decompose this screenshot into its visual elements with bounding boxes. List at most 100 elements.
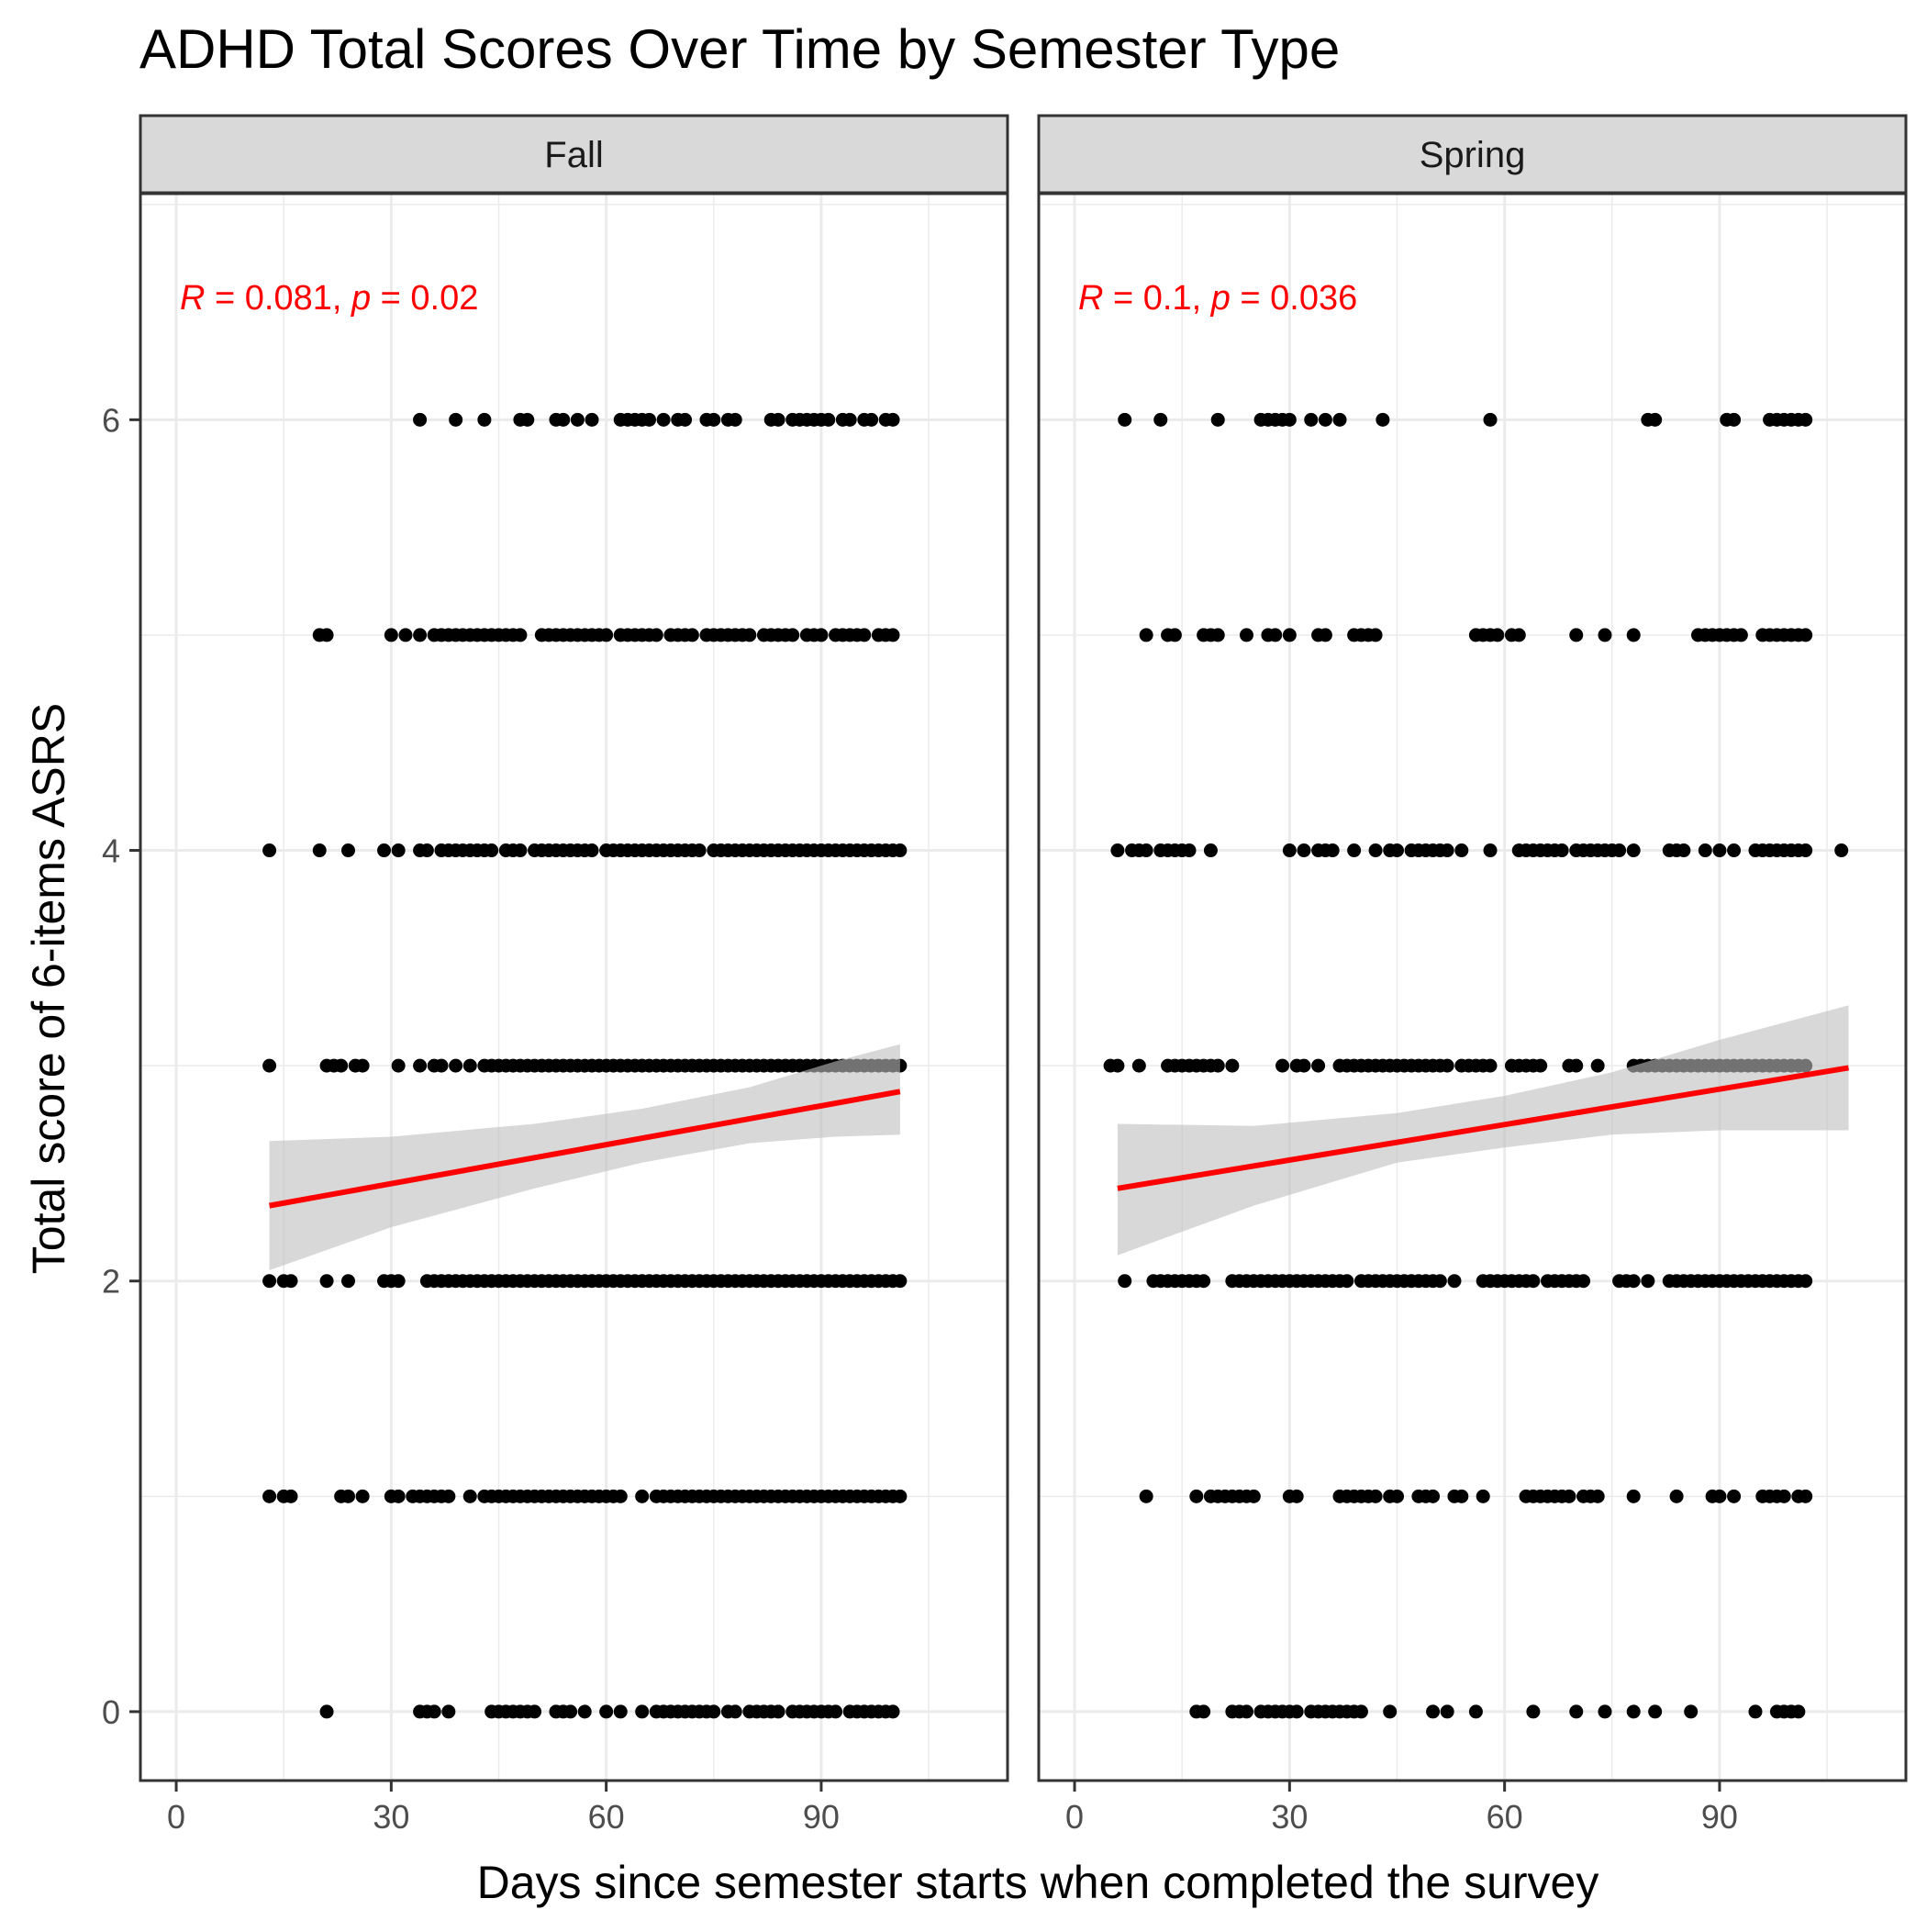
x-tick-label: 0 (167, 1798, 185, 1836)
scatter-point (284, 1274, 298, 1289)
scatter-point (1727, 412, 1742, 427)
scatter-point (1289, 1704, 1304, 1719)
scatter-point (1483, 843, 1498, 858)
scatter-point (635, 1489, 650, 1503)
scatter-point (893, 843, 908, 858)
scatter-point (1311, 1058, 1326, 1073)
scatter-point (1282, 843, 1297, 858)
scatter-point (1440, 1704, 1454, 1719)
scatter-point (413, 628, 428, 642)
scatter-point (262, 843, 277, 858)
scatter-point (1626, 843, 1641, 858)
scatter-point (528, 1704, 542, 1719)
scatter-point (1454, 1489, 1469, 1503)
scatter-point (685, 628, 699, 642)
scatter-point (1791, 1704, 1806, 1719)
facet-panel-fall: Fall R = 0.081, p = 0.02 0 30 60 90 0 2 4 6 (102, 114, 1009, 1836)
scatter-point (1648, 1704, 1663, 1719)
x-tick-label: 0 (1065, 1798, 1084, 1836)
y-tick-label: 2 (102, 1263, 120, 1301)
scatter-point (1799, 412, 1813, 427)
panel-border (139, 192, 1009, 1782)
scatter-point (742, 628, 757, 642)
scatter-point (1239, 628, 1253, 642)
scatter-point (893, 1489, 908, 1503)
scatter-point (262, 1274, 277, 1289)
chart-title: ADHD Total Scores Over Time by Semester … (139, 18, 1340, 80)
scatter-point (1118, 412, 1132, 427)
scatter-point (391, 843, 406, 858)
scatter-point (1626, 628, 1641, 642)
scatter-point (312, 843, 327, 858)
scatter-point (1698, 843, 1712, 858)
scatter-point (441, 1489, 456, 1503)
facet-strip (139, 114, 1009, 195)
scatter-point (1389, 1489, 1404, 1503)
scatter-point (1332, 412, 1347, 427)
scatter-point (1440, 843, 1454, 858)
scatter-point (1318, 412, 1332, 427)
scatter-point (1203, 843, 1218, 858)
scatter-point (728, 1704, 742, 1719)
scatter-point (656, 412, 671, 427)
scatter-point (864, 412, 879, 427)
scatter-point (1476, 1489, 1490, 1503)
scatter-point (1426, 1704, 1441, 1719)
scatter-point (613, 1704, 628, 1719)
scatter-point (585, 843, 599, 858)
scatter-point (707, 412, 721, 427)
correlation-annotation: R = 0.081, p = 0.02 (180, 279, 478, 318)
scatter-point (1118, 1274, 1132, 1289)
x-tick-label: 60 (1487, 1798, 1523, 1836)
scatter-point (1676, 843, 1691, 858)
scatter-point (1110, 1058, 1125, 1073)
scatter-point (1626, 1704, 1641, 1719)
scatter-point (829, 1704, 843, 1719)
scatter-point (886, 1704, 900, 1719)
y-axis-label: Total score of 6-items ASRS (23, 703, 74, 1274)
panel-background (140, 194, 1008, 1781)
scatter-point (1139, 1489, 1153, 1503)
scatter-point (649, 628, 663, 642)
scatter-point (319, 628, 334, 642)
scatter-point (1733, 628, 1748, 642)
x-tick-label: 60 (588, 1798, 625, 1836)
scatter-point (585, 412, 599, 427)
scatter-point (1282, 628, 1297, 642)
scatter-point (1598, 1704, 1612, 1719)
x-tick-label: 90 (1701, 1798, 1738, 1836)
regression-line (1117, 1065, 1850, 1191)
scatter-point (1669, 1489, 1684, 1503)
scatter-point (434, 1058, 449, 1073)
scatter-point (1526, 1704, 1541, 1719)
scatter-point (707, 1704, 721, 1719)
scatter-point (893, 1274, 908, 1289)
correlation-annotation: R = 0.1, p = 0.036 (1078, 279, 1357, 318)
scatter-point (1799, 843, 1813, 858)
scatter-point (1432, 1274, 1447, 1289)
scatter-point (513, 843, 528, 858)
scatter-point (1383, 1704, 1398, 1719)
scatter-point (1799, 1489, 1813, 1503)
scatter-point (513, 628, 528, 642)
scatter-point (1569, 628, 1584, 642)
scatter-point (563, 1704, 578, 1719)
scatter-point (1325, 843, 1340, 858)
scatter-point (613, 1489, 628, 1503)
scatter-point (1483, 412, 1498, 427)
scatter-point (391, 1489, 406, 1503)
scatter-point (449, 1058, 463, 1073)
scatter-point (556, 412, 571, 427)
scatter-point (1440, 1058, 1454, 1073)
scatter-point (570, 412, 585, 427)
scatter-point (462, 1058, 477, 1073)
scatter-point (1376, 412, 1390, 427)
scatter-point (599, 1704, 614, 1719)
scatter-point (814, 628, 829, 642)
scatter-point (1490, 628, 1505, 642)
scatter-point (771, 412, 785, 427)
scatter-point (334, 1058, 349, 1073)
scatter-point (355, 1489, 370, 1503)
scatter-point (1139, 843, 1153, 858)
